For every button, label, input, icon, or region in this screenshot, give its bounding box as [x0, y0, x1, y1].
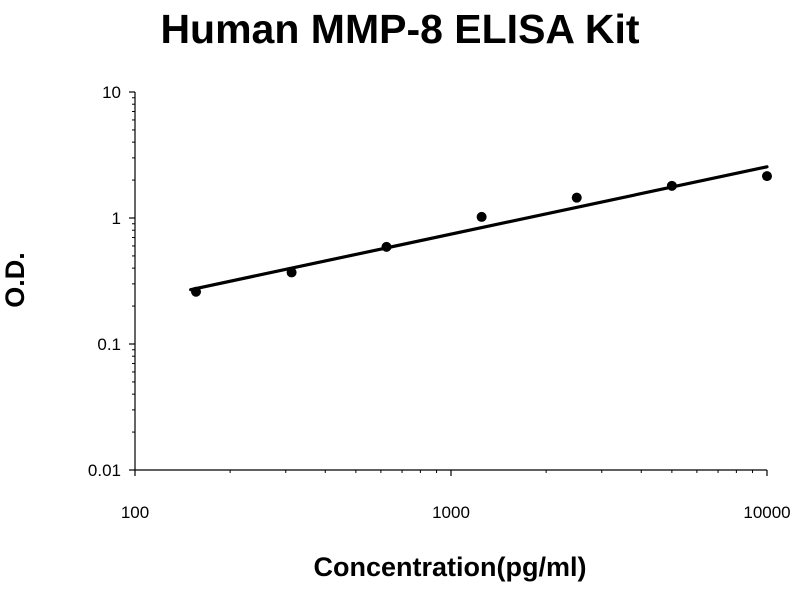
x-tick-label: 100	[121, 503, 149, 522]
x-tick-label: 1000	[432, 503, 470, 522]
x-axis-title: Concentration(pg/ml)	[314, 552, 587, 582]
y-tick-label: 0.1	[97, 335, 121, 354]
data-points	[191, 171, 772, 297]
data-point	[286, 267, 297, 278]
data-point	[191, 286, 202, 297]
y-axis-title: O.D.	[0, 252, 30, 308]
data-point	[762, 171, 772, 182]
data-point	[381, 241, 392, 252]
axes	[129, 91, 768, 476]
y-tick-label: 1	[112, 209, 121, 228]
chart-title: Human MMP-8 ELISA Kit	[160, 6, 640, 52]
data-point	[666, 180, 677, 191]
trendline	[189, 165, 769, 292]
y-tick-label: 10	[102, 83, 121, 102]
y-tick-label: 0.01	[88, 461, 121, 480]
trendline-layer	[189, 165, 769, 292]
tick-labels: 0.01 0.1 1 10 100 1000 10000	[88, 83, 791, 522]
data-point	[476, 211, 487, 222]
data-point	[571, 192, 582, 203]
x-tick-label: 10000	[743, 503, 790, 522]
